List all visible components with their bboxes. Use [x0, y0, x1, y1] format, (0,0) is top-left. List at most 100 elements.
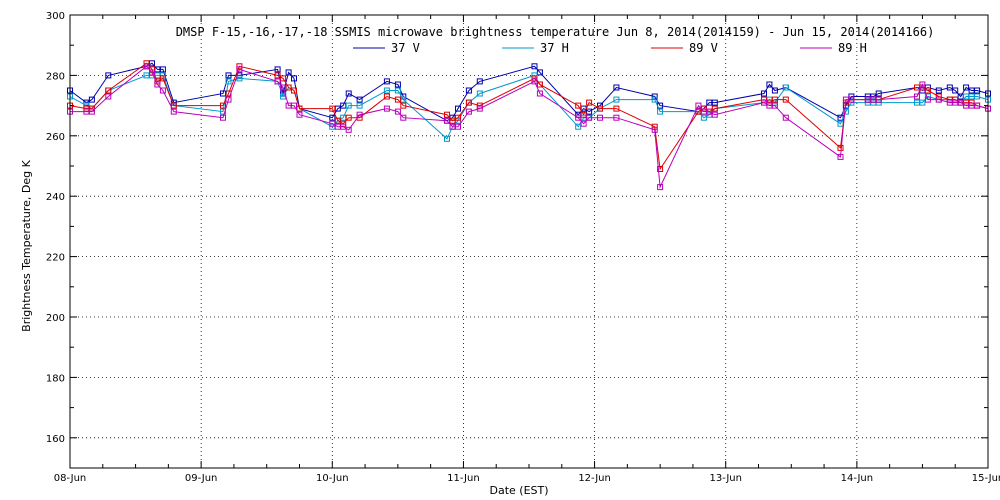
x-tick-label: 09-Jun [185, 473, 218, 484]
data-point-89-h [465, 108, 472, 115]
series-line-37-v [69, 62, 989, 122]
data-point-37-v [586, 108, 593, 115]
data-point-89-v [586, 99, 593, 106]
data-point-37-h [444, 135, 450, 142]
data-point-89-h [225, 96, 232, 103]
data-point-89-v [159, 75, 166, 82]
data-point-89-v [291, 87, 297, 94]
data-point-89-h [580, 120, 587, 127]
legend: 37 V 37 H 89 V 89 H [353, 41, 867, 55]
data-point-89-h [345, 126, 352, 133]
data-point-89-h [159, 87, 166, 94]
data-point-37-h [476, 90, 483, 97]
x-tick-label: 08-Jun [54, 473, 87, 484]
data-point-37-v [394, 81, 401, 88]
data-point-37-v [848, 93, 855, 100]
data-point-37-h [613, 96, 620, 103]
data-point-37-v [105, 72, 112, 79]
legend-entry-37-h: 37 H [502, 41, 569, 55]
data-point-37-h [356, 102, 363, 109]
data-point-37-h [225, 78, 232, 85]
x-tick-label: 12-Jun [578, 473, 611, 484]
data-point-37-h [394, 87, 401, 94]
data-point-89-v [236, 63, 243, 70]
data-point-37-v [651, 93, 658, 100]
y-tick-label: 240 [46, 192, 65, 203]
data-point-89-h [383, 105, 390, 112]
data-point-89-h [919, 81, 926, 88]
data-point-37-h [383, 87, 390, 94]
y-tick-label: 200 [46, 313, 65, 324]
data-point-89-h [657, 184, 664, 191]
data-point-37-v [974, 87, 981, 94]
data-point-37-v [274, 66, 281, 73]
legend-label: 37 H [540, 41, 569, 55]
data-point-89-v [597, 105, 603, 112]
data-point-89-v [400, 102, 407, 109]
series-line-89-h [70, 65, 989, 189]
data-point-89-h [586, 114, 593, 121]
data-point-89-h [531, 78, 538, 85]
data-point-89-h [105, 93, 112, 100]
data-point-37-v [159, 66, 166, 73]
data-point-89-h [149, 69, 155, 76]
data-point-89-h [400, 114, 407, 121]
data-point-89-h [444, 117, 450, 124]
y-axis-label: Brightness Temperature, Deg K [20, 159, 33, 331]
data-point-89-h [914, 93, 920, 100]
x-tick-label: 10-Jun [316, 473, 349, 484]
data-point-89-h [711, 111, 718, 118]
data-point-89-h [974, 102, 981, 109]
data-point-37-v [613, 84, 620, 91]
data-point-89-h [340, 123, 347, 130]
data-point-89-v [465, 99, 472, 106]
data-point-89-h [280, 84, 287, 91]
data-point-37-v [225, 72, 232, 79]
data-point-37-v [455, 105, 461, 112]
y-tick-label: 260 [46, 132, 65, 143]
data-point-89-h [220, 114, 226, 121]
legend-label: 89 V [689, 41, 718, 55]
data-point-37-h [842, 108, 849, 115]
data-point-89-v [924, 87, 931, 94]
data-point-89-v [394, 96, 401, 103]
data-point-89-h [455, 123, 461, 130]
data-point-37-v [935, 87, 942, 94]
data-point-37-v [291, 75, 297, 82]
y-tick-label: 180 [46, 373, 65, 384]
data-point-37-h [236, 75, 243, 82]
data-point-89-v [837, 144, 844, 151]
data-point-89-h [782, 114, 789, 121]
data-point-37-v [88, 96, 95, 103]
data-point-89-v [613, 105, 620, 112]
data-point-89-h [924, 96, 931, 103]
data-point-89-v [657, 166, 664, 172]
data-point-37-v [875, 90, 882, 97]
data-point-89-v [935, 93, 942, 100]
legend-label: 37 V [391, 41, 420, 55]
grid [70, 15, 988, 468]
legend-label: 89 H [838, 41, 867, 55]
data-point-37-v [761, 90, 767, 97]
data-point-89-h [143, 63, 150, 70]
data-point-37-v [356, 96, 363, 103]
data-point-89-h [651, 126, 658, 133]
legend-entry-89-h: 89 H [800, 41, 867, 55]
data-point-89-v [444, 111, 450, 118]
data-point-89-h [695, 102, 702, 109]
data-point-89-v [220, 102, 226, 109]
data-point-37-v [771, 87, 778, 94]
x-tick-label: 15-Jun [972, 473, 1000, 484]
data-point-89-h [356, 111, 363, 118]
data-point-37-v [476, 78, 483, 85]
data-point-37-h [220, 108, 226, 115]
data-point-37-h [974, 93, 981, 100]
data-point-37-v [345, 90, 352, 97]
y-tick-label: 300 [46, 11, 65, 22]
data-point-89-h [296, 111, 303, 118]
legend-entry-37-v: 37 V [353, 41, 420, 55]
data-point-37-v [711, 99, 718, 106]
axes: 08-Jun 09-Jun 10-Jun 11-Jun 12-Jun 13-Jun 14-J… [46, 11, 1000, 484]
